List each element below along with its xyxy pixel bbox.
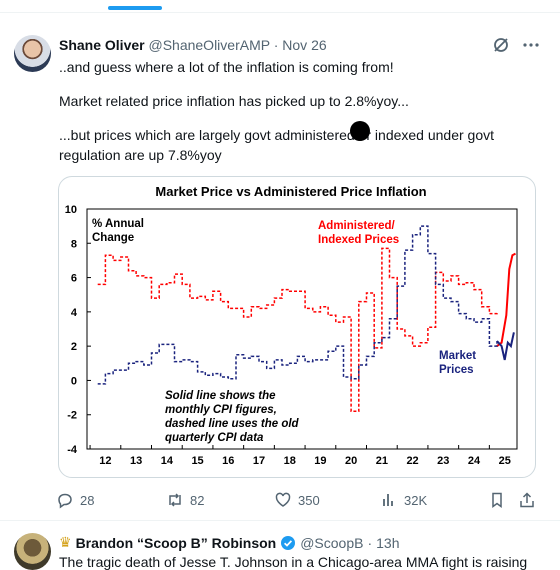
plot-area [86,208,518,450]
x-tick-label: 18 [284,455,296,467]
divider [0,520,560,521]
y-tick-label: 2 [71,341,77,353]
tweet-line-3: ...but prices which are largely govt adm… [59,127,495,163]
x-tick-label: 22 [406,455,418,467]
x-tick-label: 14 [161,455,174,467]
tweet-time[interactable]: 13h [376,534,400,551]
administered-label-2: Indexed Prices [318,234,399,246]
tweet-date[interactable]: Nov 26 [282,37,327,53]
more-icon[interactable] [522,36,540,54]
views-icon [383,494,393,506]
ylabel-line-2: Change [92,232,134,244]
share-icon [520,492,534,508]
series-line [97,225,498,385]
x-tick-label: 24 [468,455,481,467]
separator: · [367,534,373,551]
x-tick-label: 21 [376,455,388,467]
y-tick-label: 10 [65,204,77,216]
repost-icon [169,493,181,507]
author-handle[interactable]: @ScoopB [300,534,364,551]
y-tick-label: -4 [67,444,78,456]
author-name[interactable]: Shane Oliver [59,37,145,53]
like-icon [275,492,291,507]
reply-count: 28 [80,492,95,508]
tab-indicator [108,6,162,10]
views-button[interactable]: 32K [380,490,427,510]
bookmark-icon [492,492,502,508]
separator: · [273,37,279,53]
y-tick-label: 4 [71,307,78,319]
note-line-4: quarterly CPI data [165,432,264,444]
series-line [496,252,516,347]
divider [0,12,560,13]
x-tick-label: 17 [253,455,265,467]
x-tick-label: 19 [314,455,326,467]
tweet-text: The tragic death of Jesse T. Johnson in … [59,554,528,570]
x-tick-label: 20 [345,455,357,467]
y-tick-label: 6 [71,273,77,285]
repost-button[interactable]: 82 [166,490,204,510]
inflation-chart: Market Price vs Administered Price Infla… [65,184,518,467]
tweet-header: Shane Oliver @ShaneOliverAMP · Nov 26 [59,37,327,53]
note-line-2: monthly CPI figures, [165,404,277,416]
crown-icon: ♛ [59,534,72,550]
author-handle[interactable]: @ShaneOliverAMP [148,37,270,53]
repost-count: 82 [190,492,205,508]
share-button[interactable] [518,490,536,510]
market-label-2: Prices [439,364,474,376]
grok-icon[interactable] [492,36,510,54]
y-tick-label: 8 [71,238,77,250]
x-tick-label: 15 [191,455,203,467]
cursor-dot [350,121,370,141]
bookmark-button[interactable] [488,490,506,510]
note-line-3: dashed line uses the old [165,418,300,430]
tweet-line-2: Market related price inflation has picke… [59,93,409,109]
reply-button[interactable]: 28 [56,490,94,510]
series-line [97,247,498,413]
ylabel-line-1: % Annual [92,218,144,230]
y-tick-label: -2 [67,410,77,422]
views-count: 32K [404,492,428,508]
administered-label-1: Administered/ [318,220,395,232]
chart-title: Market Price vs Administered Price Infla… [155,184,426,199]
x-tick-label: 16 [222,455,234,467]
chart-image[interactable]: Market Price vs Administered Price Infla… [58,176,536,478]
market-label-1: Market [439,350,476,362]
series-line [496,332,515,361]
x-tick-label: 25 [499,455,511,467]
y-tick-label: 0 [71,375,77,387]
action-bar: 28 82 350 32K [56,490,536,512]
like-count: 350 [298,492,320,508]
author-name[interactable]: Brandon “Scoop B” Robinson [75,534,277,551]
note-line-1: Solid line shows the [165,390,276,402]
x-tick-label: 12 [99,455,111,467]
x-tick-label: 13 [130,455,142,467]
avatar[interactable] [14,35,51,72]
tweet-line-1: ..and guess where a lot of the inflation… [59,59,394,75]
tweet-header: ♛ Brandon “Scoop B” Robinson @ScoopB · 1… [59,534,400,551]
verified-icon [281,535,296,550]
like-button[interactable]: 350 [274,490,320,510]
x-tick-label: 23 [437,455,449,467]
tweet-text: ..and guess where a lot of the inflation… [59,57,539,165]
avatar[interactable] [14,533,51,570]
reply-icon [58,493,72,509]
